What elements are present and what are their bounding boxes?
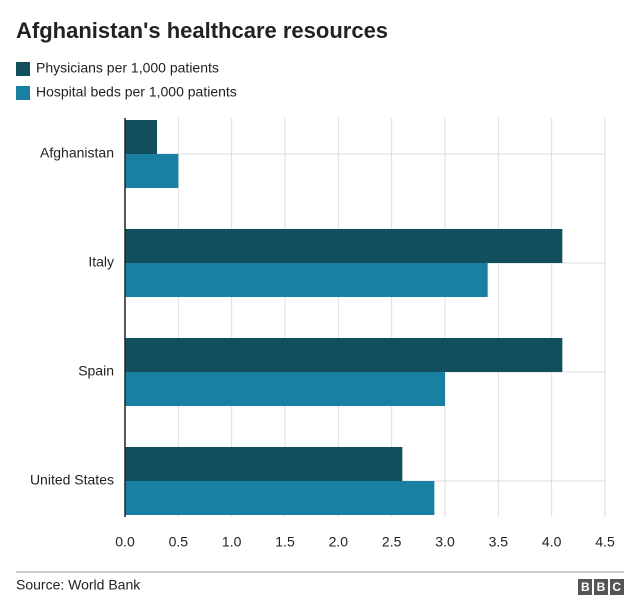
legend-swatch [16,62,30,76]
x-tick-label: 0.5 [169,534,189,550]
y-tick-label: Spain [78,363,114,379]
logo-boxes [578,579,624,595]
y-tick-label: Afghanistan [40,145,114,161]
bar [125,154,179,188]
y-tick-label: Italy [88,254,114,270]
bar [125,372,445,406]
x-tick-label: 0.0 [115,534,135,550]
legend-swatch [16,86,30,100]
x-tick-label: 4.0 [542,534,562,550]
x-tick-label: 3.5 [489,534,509,550]
bar [125,263,488,297]
source: Source: World Bank [16,577,141,593]
bar [125,481,435,515]
bar [125,338,563,372]
legend-label: Physicians per 1,000 patients [36,60,219,76]
bar [125,447,403,481]
x-tick-label: 1.0 [222,534,242,550]
x-tick-label: 4.5 [595,534,615,550]
bar [125,229,563,263]
x-tick-label: 2.5 [382,534,402,550]
chart-title: Afghanistan's healthcare resources [16,18,388,43]
logo: BBC [581,580,628,594]
x-tick-label: 3.0 [435,534,455,550]
bar [125,120,157,154]
legend-label: Hospital beds per 1,000 patients [36,84,237,100]
y-tick-label: United States [30,472,114,488]
x-tick-label: 2.0 [329,534,349,550]
x-tick-label: 1.5 [275,534,295,550]
